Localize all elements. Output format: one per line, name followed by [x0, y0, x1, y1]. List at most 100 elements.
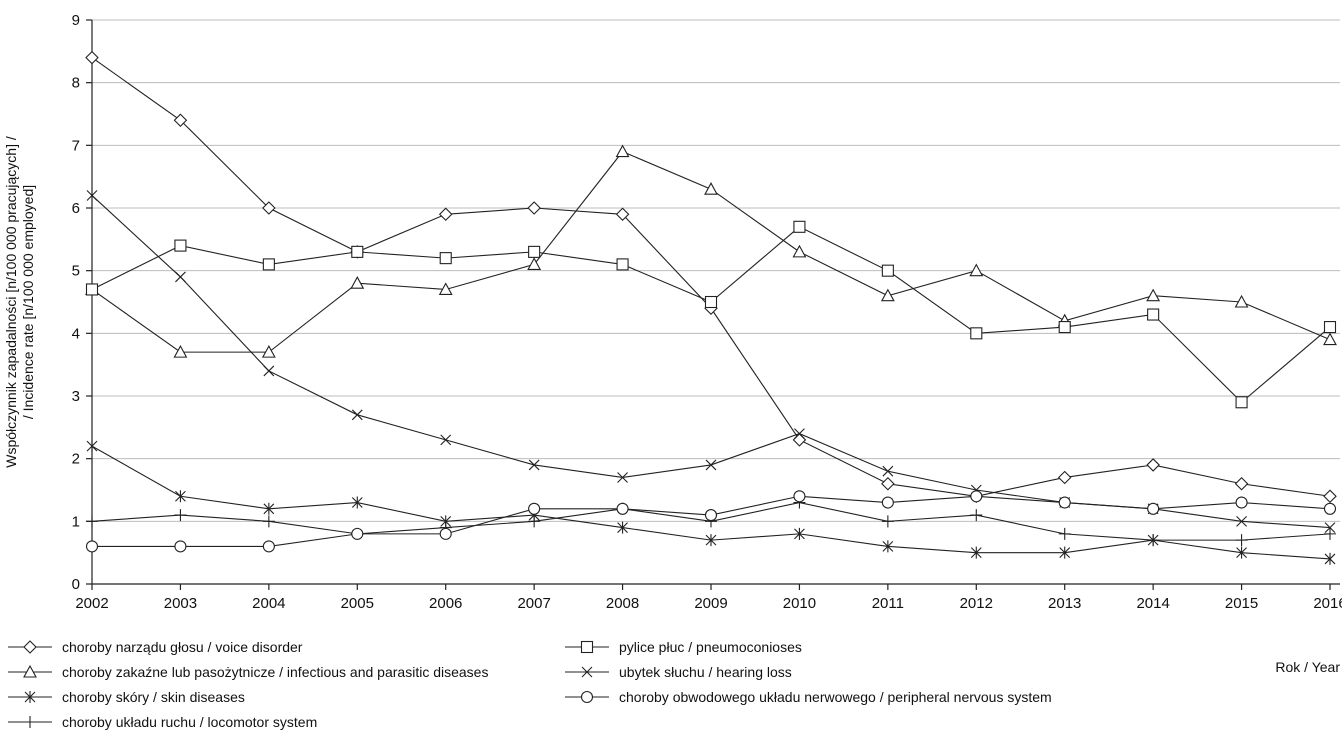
- data-point: [1058, 496, 1071, 509]
- legend-item: choroby zakaźne lub pasożytnicze / infec…: [8, 664, 488, 680]
- data-point: [705, 534, 717, 547]
- data-point: [440, 434, 452, 446]
- legend-label: choroby skóry / skin diseases: [62, 689, 245, 705]
- y-tick-label: 2: [72, 451, 80, 468]
- data-point: [1234, 294, 1249, 308]
- data-point: [1147, 308, 1160, 321]
- x-tick-label: 2007: [517, 595, 550, 612]
- legend-item: choroby skóry / skin diseases: [8, 689, 245, 705]
- data-point: [175, 271, 186, 283]
- legend-item: choroby obwodowego układu nerwowego / pe…: [565, 689, 1052, 705]
- data-point: [617, 472, 628, 483]
- data-point: [262, 258, 275, 271]
- data-point: [174, 239, 187, 252]
- x-tick-label: 2010: [783, 595, 816, 612]
- legend: choroby narządu głosu / voice disorder ch…: [8, 639, 1052, 730]
- data-point: [793, 220, 806, 233]
- legend-marker-diamond-icon: [23, 640, 37, 654]
- data-point: [1146, 458, 1160, 472]
- data-point: [794, 527, 805, 540]
- legend-item: choroby narządu głosu / voice disorder: [8, 639, 303, 655]
- y-tick-labels: 0 1 2 3 4 5 6 7 8 9: [72, 12, 80, 593]
- y-tick-label: 1: [72, 513, 80, 530]
- data-point: [881, 476, 895, 491]
- data-point: [350, 276, 365, 289]
- legend-marker-square-icon: [580, 640, 594, 654]
- data-point: [263, 365, 275, 377]
- data-point: [882, 540, 894, 553]
- x-tick-label: 2006: [429, 595, 462, 612]
- data-point: [262, 540, 275, 553]
- x-tick-label: 2016: [1313, 595, 1342, 612]
- data-point: [1059, 546, 1071, 559]
- x-tick-label: 2009: [694, 595, 727, 612]
- y-axis-title-line-2: / Incidence rate [n/100 000 employed]: [20, 185, 36, 419]
- series-x: [86, 190, 1336, 533]
- data-point: [1324, 527, 1336, 540]
- data-point: [528, 515, 541, 528]
- data-point: [528, 459, 540, 471]
- x-tick-label: 2011: [872, 595, 904, 612]
- data-point: [1058, 321, 1071, 334]
- data-point: [704, 182, 718, 195]
- data-point: [705, 459, 717, 471]
- data-point: [1323, 502, 1337, 515]
- data-point: [616, 258, 629, 271]
- legend-marker-asterisk-icon: [24, 691, 36, 703]
- data-point: [86, 440, 98, 453]
- data-point: [1323, 332, 1337, 346]
- data-point: [793, 490, 806, 503]
- series-triangle: [85, 144, 1337, 358]
- data-point: [174, 540, 187, 553]
- data-point: [1235, 396, 1248, 409]
- data-point: [1058, 527, 1071, 540]
- data-point: [174, 509, 187, 522]
- series-line: [91, 57, 1331, 497]
- data-point: [880, 288, 895, 302]
- x-tick-label: 2012: [960, 595, 993, 612]
- y-tick-label: 8: [72, 75, 80, 92]
- x-tick-label: 2005: [341, 595, 374, 612]
- x-tick-labels: 2002 2003 2004 2005 2006 2007 2008 2009 2010 2011…: [75, 584, 1342, 612]
- data-point: [86, 190, 98, 201]
- legend-marker-plus-icon: [24, 716, 36, 728]
- y-tick-label: 7: [72, 137, 80, 154]
- data-point: [438, 207, 453, 222]
- data-point: [351, 496, 363, 509]
- gridlines: [86, 19, 1340, 585]
- y-axis-title: Współczynnik zapadalności [n/100 000 pra…: [3, 136, 36, 468]
- data-point: [617, 521, 628, 534]
- series-square: [85, 220, 1337, 409]
- data-point: [969, 263, 984, 277]
- data-point: [792, 244, 807, 258]
- data-point: [527, 201, 541, 215]
- x-tick-label: 2013: [1048, 595, 1081, 612]
- data-point: [86, 515, 98, 528]
- x-tick-label: 2004: [252, 595, 285, 612]
- data-point: [261, 344, 276, 358]
- data-point: [351, 245, 364, 258]
- legend-label: ubytek słuchu / hearing loss: [619, 664, 792, 680]
- legend-marker-triangle-icon: [23, 664, 37, 678]
- legend-marker-x-icon: [581, 666, 593, 678]
- series-line: [91, 195, 1331, 529]
- series-diamond: [85, 50, 1337, 504]
- data-point: [1057, 470, 1072, 485]
- x-tick-label: 2002: [75, 595, 108, 612]
- y-tick-label: 9: [72, 12, 80, 29]
- legend-label: choroby zakaźne lub pasożytnicze / infec…: [62, 664, 488, 680]
- series-circle: [85, 490, 1337, 553]
- legend-label: choroby obwodowego układu nerwowego / pe…: [619, 689, 1052, 705]
- x-axis-title: Rok / Year: [1275, 659, 1340, 675]
- y-tick-label: 6: [72, 200, 80, 217]
- data-point: [85, 283, 99, 296]
- data-point: [615, 207, 630, 222]
- data-point: [528, 245, 541, 258]
- data-point: [351, 409, 363, 421]
- axes: [91, 20, 1340, 585]
- data-point: [1147, 534, 1160, 547]
- data-point: [262, 201, 276, 215]
- data-point: [1323, 321, 1337, 334]
- data-point: [1236, 515, 1247, 527]
- x-tick-label: 2014: [1136, 595, 1169, 612]
